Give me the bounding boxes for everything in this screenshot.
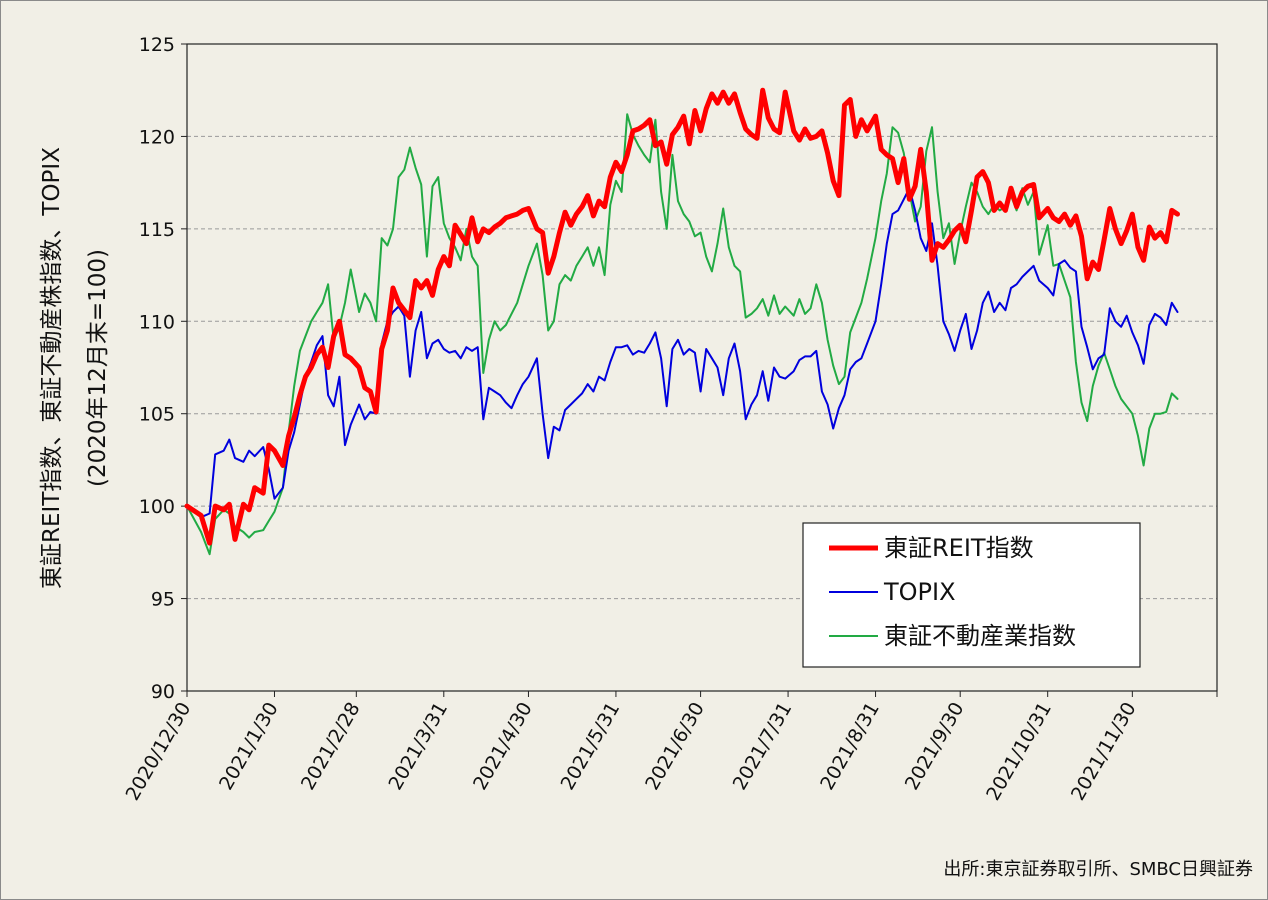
y-tick-label: 115 bbox=[139, 219, 175, 241]
x-tick-label: 2021/11/30 bbox=[1067, 699, 1141, 805]
gridlines bbox=[187, 135, 1217, 600]
x-tick-label: 2021/7/31 bbox=[729, 699, 797, 794]
y-tick-label: 90 bbox=[151, 681, 175, 703]
x-tick-label: 2021/5/31 bbox=[556, 699, 624, 794]
series-lines bbox=[184, 87, 1180, 556]
series-line-topix bbox=[186, 187, 1179, 519]
source-note: 出所:東京証券取引所、SMBC日興証券 bbox=[943, 859, 1253, 880]
x-axis: 2020/12/30 2021/1/30 2021/2/28 2021/3/31 202… bbox=[122, 691, 1218, 805]
y-tick-label: 100 bbox=[139, 496, 175, 518]
plot-area bbox=[186, 43, 1218, 692]
x-tick-label: 2021/2/28 bbox=[297, 699, 365, 794]
y-tick-label: 95 bbox=[151, 589, 175, 611]
x-tick-label: 2021/9/30 bbox=[901, 699, 969, 794]
y-axis: 90 95 100 105 110 115 120 125 bbox=[139, 34, 187, 703]
series-line-reit bbox=[184, 87, 1180, 546]
x-tick-label: 2021/3/31 bbox=[384, 699, 452, 794]
x-tick-label: 2021/10/31 bbox=[982, 699, 1056, 805]
legend: 東証REIT指数 TOPIX 東証不動産業指数 bbox=[802, 522, 1141, 668]
y-axis-label: 東証REIT指数、東証不動産株指数、TOPIX (2020年12月末=100) bbox=[39, 147, 111, 589]
y-tick-label: 125 bbox=[139, 34, 175, 56]
y-tick-label: 120 bbox=[139, 126, 175, 148]
legend-label-reit: 東証REIT指数 bbox=[884, 534, 1034, 562]
x-tick-label: 2021/1/30 bbox=[215, 699, 283, 794]
y-axis-label-line1: 東証REIT指数、東証不動産株指数、TOPIX bbox=[39, 147, 65, 589]
x-tick-label: 2021/4/30 bbox=[469, 699, 537, 794]
legend-label-realestate: 東証不動産業指数 bbox=[884, 622, 1076, 650]
x-tick-label: 2021/6/30 bbox=[641, 699, 709, 794]
legend-label-topix: TOPIX bbox=[883, 578, 956, 606]
y-tick-label: 105 bbox=[139, 404, 175, 426]
y-axis-label-line2: (2020年12月末=100) bbox=[85, 249, 111, 487]
x-tick-label: 2021/8/31 bbox=[816, 699, 884, 794]
x-tick-label: 2020/12/30 bbox=[122, 699, 196, 805]
y-tick-label: 110 bbox=[139, 311, 175, 333]
